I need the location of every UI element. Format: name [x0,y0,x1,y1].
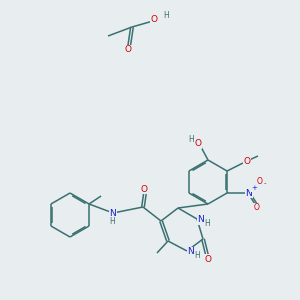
Text: +: + [251,185,257,191]
Text: H: H [109,218,115,226]
Text: O: O [194,140,202,148]
Text: O: O [244,157,250,166]
Text: N: N [198,215,204,224]
Text: O: O [257,176,263,185]
Text: O: O [254,203,260,212]
Text: N: N [188,248,194,256]
Text: H: H [163,11,169,20]
Text: N: N [110,208,116,217]
Text: O: O [205,254,212,263]
Text: H: H [188,136,194,145]
Text: N: N [246,188,252,197]
Text: O: O [124,46,131,55]
Text: O: O [140,184,148,194]
Text: O: O [151,16,158,25]
Text: -: - [264,180,266,186]
Text: H: H [194,251,200,260]
Text: H: H [204,220,210,229]
